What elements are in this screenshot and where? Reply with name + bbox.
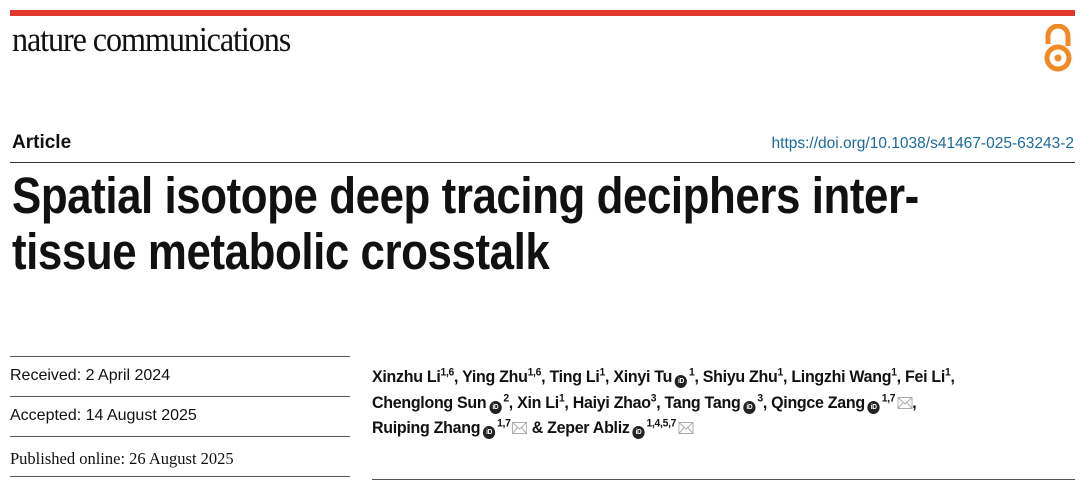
title-line-1: Spatial isotope deep tracing deciphers i… — [12, 167, 919, 224]
orcid-icon[interactable]: iD — [743, 400, 756, 414]
separator: , — [541, 367, 550, 386]
article-type: Article — [12, 132, 72, 153]
divider — [10, 436, 350, 437]
author-name[interactable]: Fei Li — [904, 367, 946, 386]
affiliation: 1 — [599, 366, 606, 379]
separator: , — [564, 392, 573, 412]
author-name[interactable]: Ying Zhu — [462, 367, 528, 386]
accepted-date: Accepted: 14 August 2025 — [10, 407, 197, 424]
author[interactable]: Fei Li1, — [905, 367, 955, 386]
author[interactable]: Ting Li1, — [549, 367, 613, 386]
brand-bar — [10, 10, 1075, 16]
author-name[interactable]: Lingzhi Wang — [791, 367, 892, 386]
author[interactable]: Xinyi Tu iD1, — [613, 366, 703, 388]
affiliation: 1 — [777, 366, 784, 379]
affiliation: 1 — [558, 391, 565, 404]
author[interactable]: Shiyu Zhu1, — [703, 367, 792, 386]
author[interactable]: Chenglong Sun iD2, — [372, 391, 518, 414]
affiliation: 3 — [650, 391, 657, 404]
author[interactable]: Xin Li1, — [517, 391, 573, 412]
affiliation: 1,4,5,7 — [646, 417, 677, 430]
separator: , — [762, 392, 772, 412]
orcid-icon[interactable]: iD — [632, 426, 645, 439]
separator: , — [605, 367, 614, 386]
separator: , — [912, 392, 917, 412]
author[interactable]: Ruiping Zhang iD1,7 & — [372, 417, 548, 439]
open-access-icon — [1044, 24, 1072, 72]
author[interactable]: Haiyi Zhao3, — [572, 391, 665, 412]
title-line-2: tissue metabolic crosstalk — [12, 223, 550, 280]
email-icon[interactable] — [678, 422, 694, 434]
affiliation: 3 — [757, 391, 763, 404]
author[interactable]: Ying Zhu1,6, — [462, 367, 549, 386]
affiliation: 1,6 — [440, 366, 455, 379]
author-list: Xinzhu Li1,6, Ying Zhu1,6, Ting Li1, Xin… — [372, 364, 1072, 441]
author-name[interactable]: Xin Li — [517, 392, 559, 412]
author-name[interactable]: Chenglong Sun — [372, 392, 487, 412]
orcid-icon[interactable]: iD — [674, 375, 688, 388]
separator: , — [896, 367, 905, 386]
separator: , — [950, 367, 955, 386]
author-name[interactable]: Qingce Zang — [771, 392, 865, 412]
affiliation: 1 — [891, 366, 897, 379]
author-name[interactable]: Shiyu Zhu — [702, 367, 778, 386]
author-name[interactable]: Zeper Abliz — [547, 418, 630, 437]
doi-link[interactable]: https://doi.org/10.1038/s41467-025-63243… — [771, 135, 1074, 152]
separator: , — [454, 367, 463, 386]
divider — [372, 479, 1075, 480]
journal-name: nature communications — [12, 20, 291, 59]
author-name[interactable]: Xinzhu Li — [372, 367, 441, 386]
published-date: Published online: 26 August 2025 — [10, 449, 234, 468]
affiliation: 1,6 — [527, 366, 542, 379]
author-name[interactable]: Haiyi Zhao — [572, 392, 651, 412]
affiliation: 1,7 — [881, 391, 896, 404]
orcid-icon[interactable]: iD — [489, 400, 502, 414]
divider — [10, 356, 350, 357]
email-icon[interactable] — [512, 422, 528, 434]
affiliation: 1 — [945, 366, 951, 379]
affiliation: 2 — [503, 391, 509, 404]
author-name[interactable]: Tang Tang — [664, 392, 741, 412]
orcid-icon[interactable]: iD — [482, 426, 496, 439]
divider — [10, 396, 350, 397]
divider — [10, 162, 1075, 163]
separator: , — [782, 367, 792, 386]
separator: & — [527, 418, 548, 437]
separator: , — [656, 392, 665, 412]
separator: , — [694, 367, 703, 386]
author[interactable]: Qingce Zang iD1,7, — [771, 391, 917, 414]
separator: , — [508, 392, 518, 412]
author[interactable]: Xinzhu Li1,6, — [372, 367, 462, 386]
divider — [10, 476, 350, 477]
author-name[interactable]: Ruiping Zhang — [372, 418, 481, 437]
email-icon[interactable] — [897, 396, 913, 409]
author[interactable]: Tang Tang iD3, — [664, 391, 772, 414]
received-date: Received: 2 April 2024 — [10, 367, 171, 384]
author-name[interactable]: Xinyi Tu — [613, 367, 673, 386]
author-name[interactable]: Ting Li — [549, 367, 600, 386]
author[interactable]: Zeper Abliz iD1,4,5,7 — [547, 417, 694, 439]
author[interactable]: Lingzhi Wang1, — [791, 367, 905, 386]
affiliation: 1,7 — [497, 417, 511, 430]
affiliation: 1 — [689, 366, 695, 379]
article-title: Spatial isotope deep tracing deciphers i… — [12, 168, 919, 280]
orcid-icon[interactable]: iD — [867, 400, 880, 414]
